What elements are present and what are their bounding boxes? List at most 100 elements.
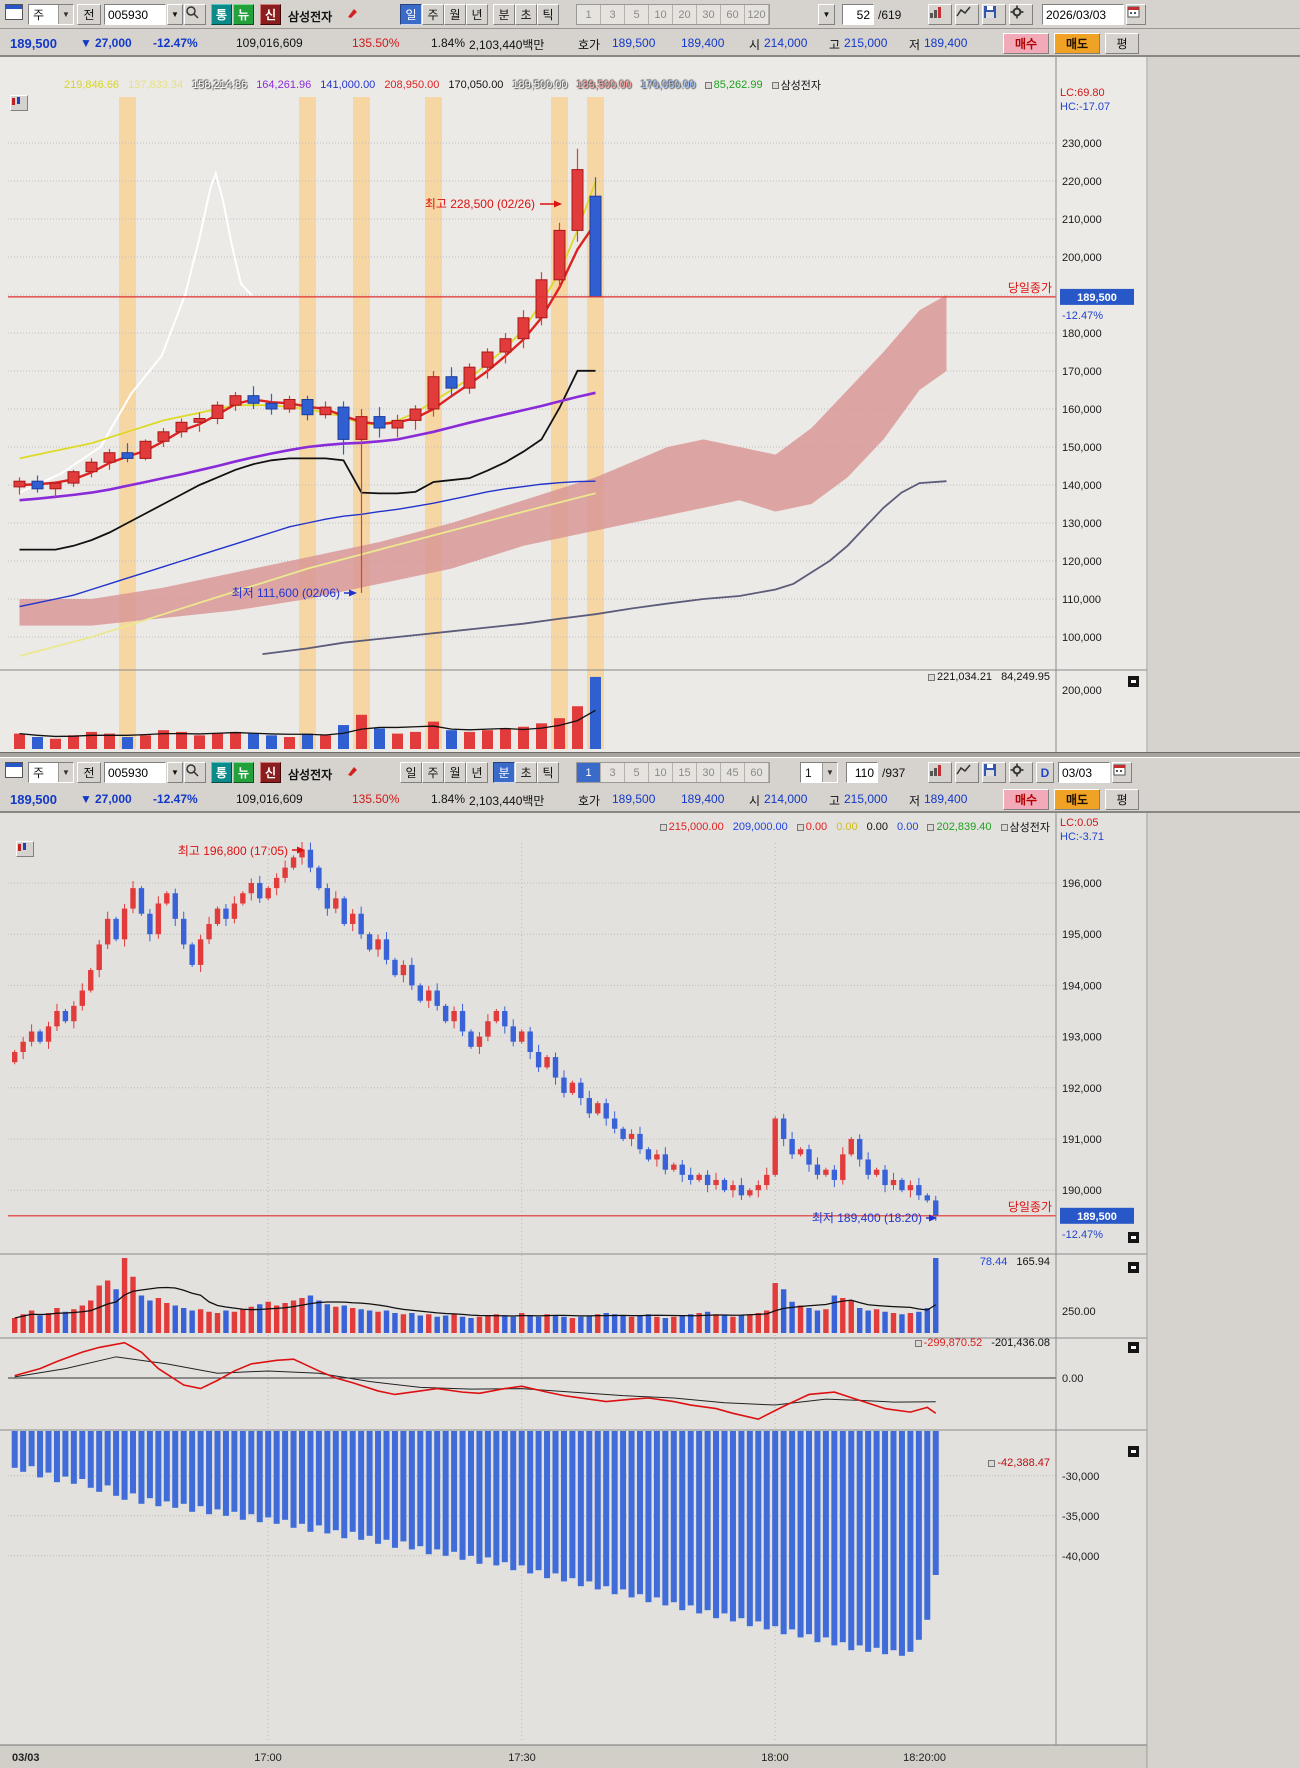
- chevron-down-icon[interactable]: ▼: [822, 763, 837, 782]
- minute-chart-canvas[interactable]: 196,000 195,000 194,000 193,000 192,000 191,0…: [0, 813, 1148, 1768]
- panel-divider[interactable]: [0, 752, 1300, 758]
- lc-value: LC:69.80: [1060, 87, 1105, 99]
- news-button[interactable]: 뉴: [233, 762, 254, 783]
- date-input[interactable]: [1058, 762, 1110, 783]
- code-dropdown-button[interactable]: ▼: [167, 4, 183, 25]
- save-button[interactable]: [982, 762, 1006, 783]
- trendline-button[interactable]: [955, 4, 979, 25]
- open-price: 214,000: [764, 792, 808, 806]
- interval-45[interactable]: 45: [721, 763, 745, 782]
- chart-kind-combo[interactable]: 주 ▼: [28, 4, 74, 25]
- code-dropdown-button[interactable]: ▼: [167, 762, 183, 783]
- interval-30[interactable]: 30: [697, 763, 721, 782]
- chart-tool-button[interactable]: [16, 841, 34, 857]
- period-분[interactable]: 분: [493, 4, 515, 25]
- chevron-down-icon[interactable]: ▼: [58, 763, 73, 782]
- period-년[interactable]: 년: [466, 762, 488, 783]
- interval-60[interactable]: 60: [721, 5, 745, 24]
- legend-item: 165.94: [1016, 1256, 1050, 1268]
- buy-button[interactable]: 매수: [1003, 33, 1049, 54]
- settings-button[interactable]: [1009, 4, 1033, 25]
- interval-120[interactable]: 120: [745, 5, 769, 24]
- chart-kind-combo[interactable]: 주 ▼: [28, 762, 74, 783]
- extra-dropdown-button[interactable]: ▼: [818, 4, 835, 25]
- period-틱[interactable]: 틱: [537, 4, 559, 25]
- daily-toggle-button[interactable]: D: [1036, 762, 1054, 783]
- period-분[interactable]: 분: [493, 762, 515, 783]
- interval-3[interactable]: 3: [601, 5, 625, 24]
- legend-item: 189,500.00: [576, 79, 632, 91]
- svg-text:최저 111,600 (02/06): 최저 111,600 (02/06): [232, 586, 340, 600]
- interval-60[interactable]: 60: [745, 763, 769, 782]
- svg-text:110,000: 110,000: [1062, 594, 1101, 606]
- prev-stock-button[interactable]: 전: [77, 762, 101, 783]
- period-월[interactable]: 월: [444, 4, 466, 25]
- legend-item: 삼성전자: [1000, 819, 1050, 835]
- prev-stock-button[interactable]: 전: [77, 4, 101, 25]
- bar-count-input[interactable]: [846, 762, 878, 783]
- tong-button[interactable]: 통: [211, 4, 232, 25]
- calendar-button[interactable]: [1112, 762, 1132, 783]
- trendline-button[interactable]: [955, 762, 979, 783]
- chart-style-button[interactable]: [928, 4, 952, 25]
- svg-text:189,500: 189,500: [1077, 292, 1117, 304]
- bid-price: 189,400: [681, 792, 725, 806]
- interval-20[interactable]: 20: [673, 5, 697, 24]
- sin-button[interactable]: 신: [260, 762, 281, 783]
- search-button[interactable]: [184, 762, 206, 783]
- period-주[interactable]: 주: [422, 4, 444, 25]
- interval-1[interactable]: 1: [577, 5, 601, 24]
- svg-text:200,000: 200,000: [1062, 252, 1102, 264]
- chart-style-button[interactable]: [928, 762, 952, 783]
- interval-3[interactable]: 3: [601, 763, 625, 782]
- save-button[interactable]: [982, 4, 1006, 25]
- interval-10[interactable]: 10: [649, 5, 673, 24]
- legend-item: 0.00: [796, 821, 827, 833]
- stock-code-input[interactable]: [104, 762, 166, 783]
- price-change-pct: -12.47%: [153, 792, 198, 806]
- buy-button[interactable]: 매수: [1003, 789, 1049, 810]
- chevron-down-icon[interactable]: ▼: [58, 5, 73, 24]
- period-초[interactable]: 초: [515, 762, 537, 783]
- weekly-chart-canvas[interactable]: 230,000220,000210,000200,000190,000180,0…: [0, 57, 1148, 752]
- svg-text:200,000: 200,000: [1062, 685, 1102, 697]
- period-주[interactable]: 주: [422, 762, 444, 783]
- chart-tool-button[interactable]: [10, 95, 28, 111]
- window-icon[interactable]: [5, 4, 23, 20]
- avg-button[interactable]: 평: [1105, 33, 1139, 54]
- interval-1[interactable]: 1: [577, 763, 601, 782]
- period-초[interactable]: 초: [515, 4, 537, 25]
- legend-item: 78.44: [979, 1256, 1008, 1268]
- interval-5[interactable]: 5: [625, 5, 649, 24]
- interval-5[interactable]: 5: [625, 763, 649, 782]
- date-input[interactable]: [1042, 4, 1124, 25]
- svg-text:-30,000: -30,000: [1062, 1471, 1099, 1483]
- svg-text:194,000: 194,000: [1062, 980, 1102, 992]
- save-icon: [984, 764, 996, 776]
- period-틱[interactable]: 틱: [537, 762, 559, 783]
- stock-code-input[interactable]: [104, 4, 166, 25]
- interval-15[interactable]: 15: [673, 763, 697, 782]
- low-label: 저: [909, 794, 921, 808]
- avg-button[interactable]: 평: [1105, 789, 1139, 810]
- news-button[interactable]: 뉴: [233, 4, 254, 25]
- interval-30[interactable]: 30: [697, 5, 721, 24]
- save-icon: [984, 6, 996, 18]
- settings-button[interactable]: [1009, 762, 1033, 783]
- interval-10[interactable]: 10: [649, 763, 673, 782]
- sell-button[interactable]: 매도: [1054, 789, 1100, 810]
- period-년[interactable]: 년: [466, 4, 488, 25]
- sell-button[interactable]: 매도: [1054, 33, 1100, 54]
- bar-count-input[interactable]: [842, 4, 874, 25]
- search-button[interactable]: [184, 4, 206, 25]
- panel2-interval-cells: 1 3 5 10 15 30 45 60: [576, 762, 770, 783]
- period-일[interactable]: 일: [400, 4, 422, 25]
- tong-button[interactable]: 통: [211, 762, 232, 783]
- minute-unit-combo[interactable]: 1 ▼: [800, 762, 838, 783]
- period-월[interactable]: 월: [444, 762, 466, 783]
- window-icon[interactable]: [5, 762, 23, 778]
- calendar-button[interactable]: [1126, 4, 1146, 25]
- period-일[interactable]: 일: [400, 762, 422, 783]
- sin-button[interactable]: 신: [260, 4, 281, 25]
- hc-value: HC:-3.71: [1060, 831, 1105, 843]
